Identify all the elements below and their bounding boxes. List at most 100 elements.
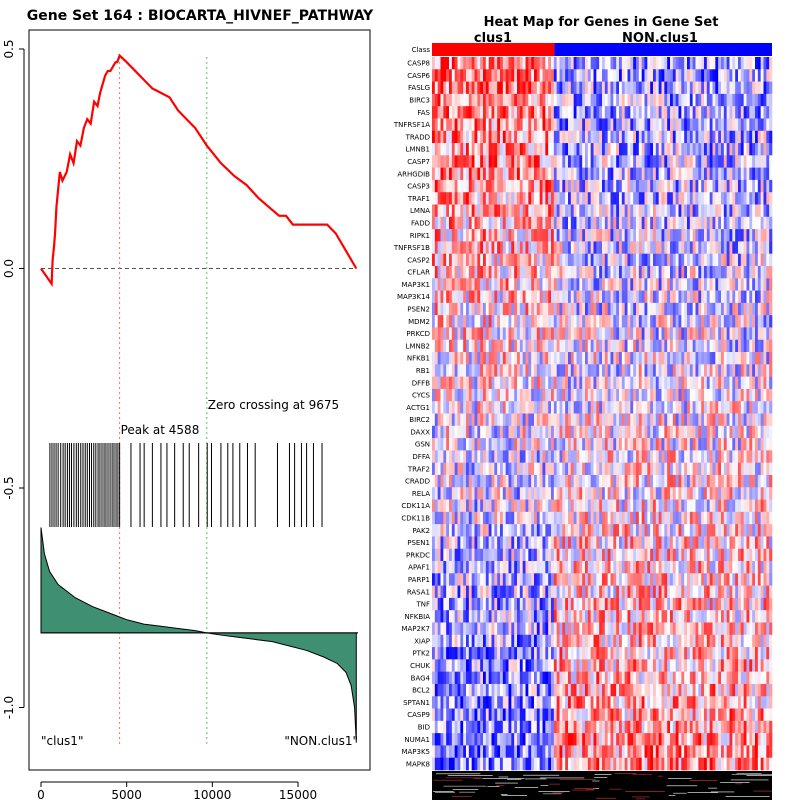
heatmap-cell (477, 229, 481, 242)
heatmap-cell (551, 302, 555, 316)
heatmap-cell (579, 438, 583, 451)
heatmap-cell (692, 130, 696, 144)
heatmap-cell (460, 315, 464, 328)
heatmap-cell (604, 401, 608, 414)
heatmap-cell (434, 130, 438, 144)
heatmap-cell (446, 376, 450, 390)
heatmap-cell (735, 265, 739, 279)
heatmap-cell (610, 57, 614, 70)
heatmap-cell (491, 548, 495, 562)
heatmap-cell (460, 364, 464, 377)
heatmap-cell (463, 118, 467, 132)
heatmap-cell (630, 438, 634, 451)
heatmap-cell (667, 450, 671, 463)
heatmap-cell (721, 204, 725, 218)
heatmap-cell (463, 536, 467, 550)
heatmap-cell (709, 265, 713, 279)
heatmap-cell (485, 93, 489, 107)
heatmap-cell (610, 302, 614, 316)
heatmap-cell (757, 511, 761, 525)
heatmap-cell (463, 106, 467, 119)
heatmap-cell (553, 388, 557, 402)
heatmap-cell (721, 352, 725, 365)
heatmap-cell (432, 155, 436, 168)
heatmap-cell (432, 327, 436, 341)
heatmap-cell (545, 57, 549, 70)
heatmap-cell (763, 413, 767, 427)
heatmap-cell (562, 327, 566, 341)
heatmap-cell (687, 179, 691, 193)
heatmap-cell (525, 143, 529, 156)
heatmap-cell (579, 413, 583, 427)
heatmap-cell (610, 229, 614, 242)
heatmap-cell (661, 364, 665, 377)
heatmap-cell (604, 487, 608, 500)
heatmap-cell (740, 413, 744, 427)
heatmap-cell (766, 315, 770, 328)
heatmap-cell (457, 327, 461, 341)
heatmap-cell (551, 155, 555, 168)
heatmap-cell (695, 413, 699, 427)
heatmap-cell (451, 487, 455, 500)
heatmap-cell (587, 548, 591, 562)
heatmap-cell (610, 93, 614, 107)
heatmap-cell (539, 93, 543, 107)
heatmap-cell (633, 364, 637, 377)
heatmap-cell (706, 487, 710, 500)
heatmap-cell (534, 106, 538, 119)
heatmap-cell (638, 253, 642, 267)
heatmap-cell (607, 130, 611, 144)
heatmap-cell (763, 192, 767, 205)
heatmap-cell (491, 425, 495, 439)
heatmap-cell (732, 536, 736, 550)
heatmap-cell (681, 290, 685, 304)
heatmap-cell (672, 216, 676, 230)
heatmap-cell (500, 229, 504, 242)
heatmap-cell (536, 192, 540, 205)
heatmap-cell (718, 253, 722, 267)
heatmap-cell (729, 364, 733, 377)
heatmap-cell (763, 130, 767, 144)
heatmap-cell (582, 69, 586, 82)
heatmap-cell (477, 487, 481, 500)
heatmap-cell (769, 364, 773, 377)
heatmap-cell (508, 536, 512, 550)
heatmap-cell (466, 93, 470, 107)
heatmap-cell (675, 352, 679, 365)
heatmap-cell (607, 192, 611, 205)
heatmap-cell (596, 302, 600, 316)
heatmap-cell (548, 327, 552, 341)
heatmap-cell (553, 462, 557, 476)
heatmap-cell (687, 167, 691, 181)
heatmap-cell (474, 241, 478, 254)
heatmap-cell (732, 69, 736, 82)
heatmap-cell (602, 315, 606, 328)
heatmap-cell (457, 167, 461, 181)
heatmap-cell (701, 167, 705, 181)
heatmap-cell (511, 376, 515, 390)
heatmap-cell (468, 106, 472, 119)
heatmap-cell (485, 278, 489, 291)
heatmap-cell (712, 290, 716, 304)
heatmap-cell (508, 204, 512, 218)
heatmap-cell (505, 388, 509, 402)
heatmap-cell (519, 388, 523, 402)
heatmap-cell (522, 315, 526, 328)
heatmap-cell (633, 401, 637, 414)
heatmap-cell (514, 290, 518, 304)
heatmap-cell (661, 57, 665, 70)
heatmap-cell (653, 364, 657, 377)
heatmap-cell (514, 81, 518, 95)
heatmap-cell (471, 106, 475, 119)
heatmap-cell (672, 143, 676, 156)
heatmap-cell (596, 57, 600, 70)
heatmap-cell (664, 167, 668, 181)
heatmap-cell (517, 229, 521, 242)
heatmap-cell (497, 130, 501, 144)
heatmap-cell (449, 339, 453, 353)
heatmap-cell (667, 216, 671, 230)
heatmap-cell (528, 499, 532, 513)
heatmap-cell (638, 265, 642, 279)
heatmap-cell (602, 548, 606, 562)
heatmap-cell (562, 118, 566, 132)
